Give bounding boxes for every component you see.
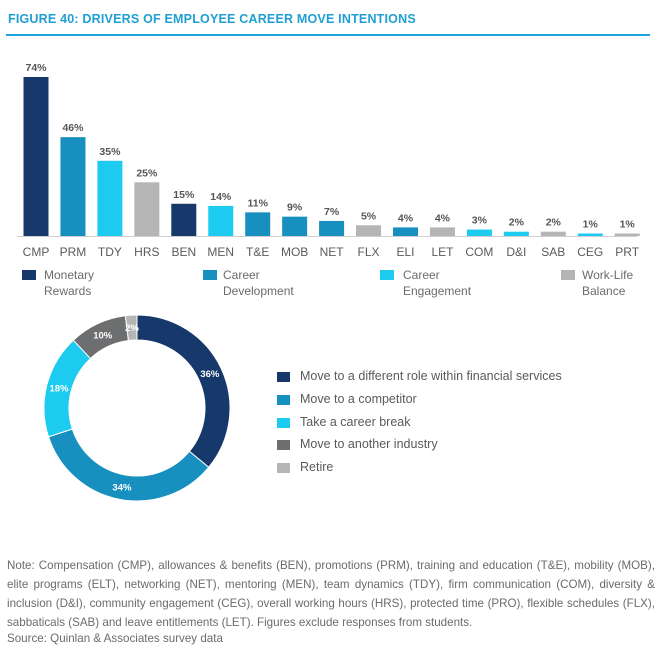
bar-eli xyxy=(393,227,418,236)
bar-category-label: CMP xyxy=(23,245,50,259)
legend-swatch-worklife xyxy=(561,270,575,280)
footnote: Note: Compensation (CMP), allowances & b… xyxy=(7,559,655,629)
donut-slice-label: 36% xyxy=(200,369,220,380)
bar-category-label: TDY xyxy=(98,245,122,259)
bar-category-label: HRS xyxy=(134,245,159,259)
bar-value-label: 4% xyxy=(398,212,414,224)
bar-value-label: 1% xyxy=(620,219,636,231)
donut-slice-1 xyxy=(136,314,231,468)
bar-category-label: LET xyxy=(431,245,454,259)
donut-legend-label: Retire xyxy=(300,460,334,475)
bar-value-label: 5% xyxy=(361,210,377,222)
donut-legend-label: Move to another industry xyxy=(300,437,438,452)
bar-di xyxy=(503,231,529,236)
donut-legend-swatch xyxy=(277,372,290,382)
donut-legend-item: Move to a different role within financia… xyxy=(277,368,657,391)
legend-label-worklife: Work-Life Balance xyxy=(582,268,634,298)
bar-category-label: COM xyxy=(465,245,493,259)
bar-value-label: 14% xyxy=(210,191,232,203)
donut-legend-swatch xyxy=(277,394,290,405)
donut-slice-label: 18% xyxy=(50,383,70,394)
donut-legend-item: Take a career break xyxy=(277,414,657,437)
legend-label-monetary: Monetary Rewards xyxy=(44,268,95,298)
bar-category-label: ELI xyxy=(396,245,414,259)
bar-chart-legend: Monetary Rewards Career Development Career… xyxy=(0,268,667,308)
donut-legend-label: Move to a competitor xyxy=(300,391,417,406)
donut-legend-item: Move to a competitor xyxy=(277,391,657,414)
bar-value-label: 11% xyxy=(247,197,268,209)
bar-value-label: 4% xyxy=(435,212,451,224)
bar-net xyxy=(319,220,345,236)
bar-chart: 74% CMP 46% PRM 35% TDY 25% HRS 15% BEN 14% MEN 11% T… xyxy=(17,62,640,259)
bar-value-label: 2% xyxy=(546,217,562,229)
donut-slice-label: 2% xyxy=(125,323,139,334)
bar-category-label: NET xyxy=(320,245,345,259)
bar-ben xyxy=(171,203,197,236)
bar-hrs xyxy=(134,182,160,236)
bar-category-label: MOB xyxy=(281,245,308,259)
bar-value-label: 25% xyxy=(136,167,158,179)
bar-com xyxy=(466,229,492,236)
bar-value-label: 2% xyxy=(509,217,525,229)
donut-legend-label: Take a career break xyxy=(300,414,411,429)
bar-value-label: 74% xyxy=(25,62,47,74)
legend-swatch-engagement xyxy=(380,270,394,280)
figure-title: FIGURE 40: DRIVERS OF EMPLOYEE CAREER MO… xyxy=(8,12,416,26)
donut-slice-label: 34% xyxy=(112,483,132,494)
bar-category-label: PRT xyxy=(615,245,639,259)
bar-value-label: 9% xyxy=(287,202,303,214)
donut-legend-swatch xyxy=(277,463,290,474)
bar-flx xyxy=(356,225,382,236)
bar-category-label: CEG xyxy=(577,245,603,259)
bar-prm xyxy=(60,137,86,236)
bar-category-label: T&E xyxy=(246,245,269,259)
bar-value-label: 35% xyxy=(99,146,121,158)
bar-category-label: SAB xyxy=(541,245,565,259)
bar-value-label: 46% xyxy=(62,122,84,134)
bar-tdy xyxy=(97,160,123,236)
bar-cmp xyxy=(23,77,49,236)
bar-value-label: 7% xyxy=(324,206,340,218)
bar-value-label: 1% xyxy=(583,219,599,231)
donut-legend-label: Move to a different role within financia… xyxy=(300,369,562,383)
title-rule xyxy=(6,34,650,36)
bar-mob xyxy=(282,216,308,236)
bar-sab xyxy=(540,231,566,236)
donut-chart-legend: Move to a different role within financia… xyxy=(277,368,657,482)
bar-ceg xyxy=(577,233,603,236)
bar-prt xyxy=(614,233,640,236)
bar-category-label: D&I xyxy=(506,245,526,259)
bar-category-label: BEN xyxy=(171,245,196,259)
bar-te xyxy=(245,212,271,236)
bar-category-label: FLX xyxy=(358,245,380,259)
legend-swatch-monetary xyxy=(22,270,36,280)
donut-legend-swatch xyxy=(277,417,290,428)
donut-slice-label: 10% xyxy=(93,331,113,342)
donut-slice-5 xyxy=(124,314,138,342)
bar-value-label: 15% xyxy=(173,189,195,201)
donut-legend-swatch xyxy=(277,440,290,451)
legend-swatch-career-dev xyxy=(203,270,217,280)
donut-legend-item: Retire xyxy=(277,459,657,482)
bar-category-label: PRM xyxy=(60,245,87,259)
bar-value-label: 3% xyxy=(472,215,488,227)
donut-legend-item: Move to another industry xyxy=(277,436,657,459)
source-line: Source: Quinlan & Associates survey data xyxy=(7,632,223,645)
donut-chart: 36% 34% 18% 10% 2% xyxy=(43,314,231,502)
bar-men xyxy=(208,205,234,236)
legend-label-career-dev: Career Development xyxy=(223,268,294,298)
legend-label-engagement: Career Engagement xyxy=(403,268,472,298)
bar-let xyxy=(429,227,455,236)
bar-category-label: MEN xyxy=(207,245,234,259)
